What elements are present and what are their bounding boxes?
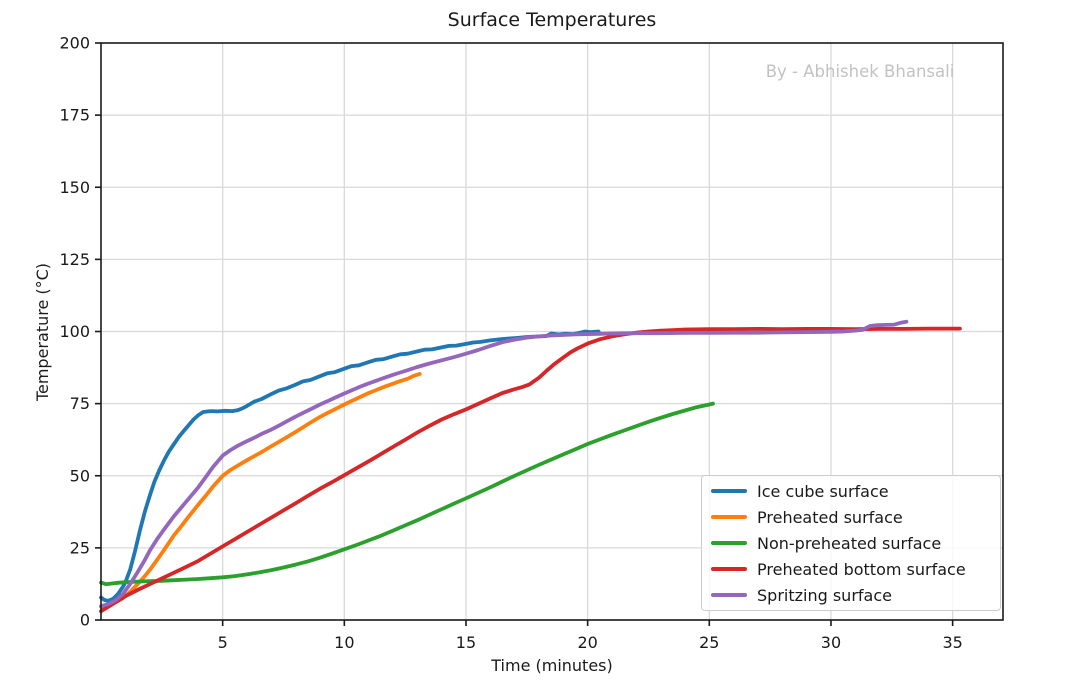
x-tick-label: 15: [456, 633, 476, 652]
y-tick-labels: 0 25 50 75 100 125 150 175 200: [59, 34, 90, 630]
legend-item-preheated-surface: Preheated surface: [702, 504, 1000, 530]
legend-label-ice-cube-surface: Ice cube surface: [757, 481, 889, 501]
y-tick-label: 200: [59, 34, 90, 53]
legend: Ice cube surface Preheated surface Non-p…: [701, 475, 1001, 611]
legend-label-preheated-surface: Preheated surface: [757, 507, 903, 527]
x-tick-label: 10: [334, 633, 354, 652]
legend-swatch-spritzing-surface: [711, 593, 747, 597]
series-line-preheated-surface: [99, 371, 422, 609]
legend-item-non-preheated-surface: Non-preheated surface: [702, 530, 1000, 556]
legend-label-preheated-bottom-surface: Preheated bottom surface: [757, 559, 966, 579]
x-tick-label: 30: [821, 633, 841, 652]
y-axis-label: Temperature (°C): [33, 262, 52, 402]
legend-item-spritzing-surface: Spritzing surface: [702, 582, 1000, 608]
y-tick-label: 75: [70, 394, 90, 413]
series-line-non-preheated-surface: [99, 401, 715, 587]
legend-item-ice-cube-surface: Ice cube surface: [702, 478, 1000, 504]
x-tick-labels: 5 10 15 20 25 30 35: [218, 633, 963, 652]
x-axis-label: Time (minutes): [491, 656, 613, 675]
x-tick-label: 35: [942, 633, 962, 652]
y-tick-label: 175: [59, 106, 90, 125]
legend-label-non-preheated-surface: Non-preheated surface: [757, 533, 942, 553]
legend-swatch-non-preheated-surface: [711, 541, 747, 545]
y-tick-label: 0: [80, 611, 90, 630]
x-tick-label: 25: [699, 633, 719, 652]
series-lines: [99, 319, 962, 614]
series-line-ice-cube-surface: [99, 329, 601, 603]
legend-swatch-preheated-surface: [711, 515, 747, 519]
legend-swatch-ice-cube-surface: [711, 489, 747, 493]
watermark-text: By - Abhishek Bhansali: [765, 62, 955, 81]
x-tick-label: 20: [577, 633, 597, 652]
y-tick-label: 25: [70, 538, 90, 557]
series-line-spritzing-surface: [99, 319, 909, 609]
x-axis-ticks: [221, 620, 954, 626]
legend-label-spritzing-surface: Spritzing surface: [757, 585, 892, 605]
legend-swatch-preheated-bottom-surface: [711, 567, 747, 571]
y-tick-label: 100: [59, 322, 90, 341]
y-tick-label: 150: [59, 178, 90, 197]
y-axis-ticks: [95, 42, 101, 621]
chart-title: Surface Temperatures: [447, 9, 657, 31]
series-line-preheated-bottom-surface: [99, 326, 962, 614]
x-tick-label: 5: [218, 633, 228, 652]
y-tick-label: 50: [70, 466, 90, 485]
legend-item-preheated-bottom-surface: Preheated bottom surface: [702, 556, 1000, 582]
y-tick-label: 125: [59, 250, 90, 269]
